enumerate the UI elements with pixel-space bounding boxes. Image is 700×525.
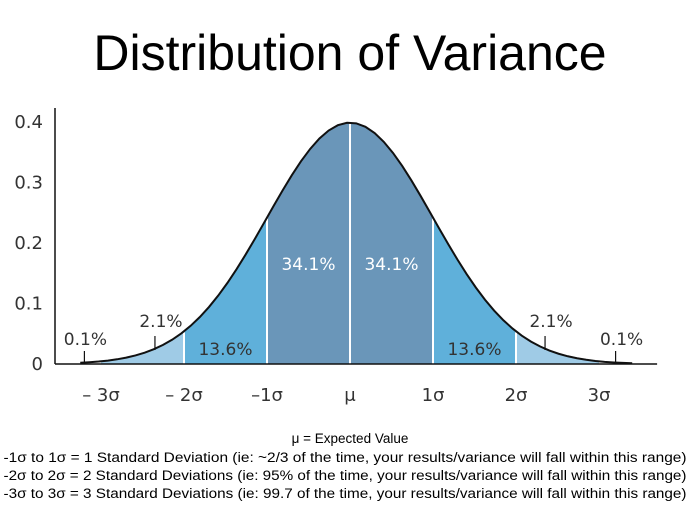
axes-group: 0 0.1 0.2 0.3 0.4 – 3σ – 2σ –1σ μ 1σ 2σ 3σ: [14, 108, 658, 406]
percent-label: 13.6%: [447, 340, 501, 360]
density-curve: [80, 121, 633, 365]
region-4: [350, 122, 433, 364]
curve-group: [80, 121, 633, 365]
divider-group: [183, 123, 517, 364]
percent-label: 34.1%: [364, 255, 418, 275]
x-tick-label: 3σ: [588, 385, 611, 406]
percent-label: 34.1%: [281, 255, 335, 275]
label-group: 2.1% 13.6% 34.1% 34.1% 13.6% 2.1% 0.1% 0.1%: [64, 255, 643, 363]
tail-percent-label: 0.1%: [600, 330, 643, 350]
y-tick-label: 0: [32, 354, 43, 375]
x-tick-label: – 3σ: [82, 385, 120, 406]
tail-percent-label: 0.1%: [64, 330, 107, 350]
region-1: [101, 331, 184, 364]
percent-label: 2.1%: [139, 312, 182, 332]
percent-label: 13.6%: [198, 340, 252, 360]
legend-group: μ = Expected Value -1σ to 1σ = 1 Standard…: [4, 431, 687, 501]
x-tick-label: – 2σ: [165, 385, 203, 406]
percent-label: 2.1%: [529, 312, 572, 332]
legend-sd-line: -3σ to 3σ = 3 Standard Deviations (ie: 9…: [4, 486, 687, 501]
region-3: [267, 122, 350, 364]
legend-sd-line: -1σ to 1σ = 1 Standard Deviation (ie: ~2…: [4, 450, 687, 465]
y-tick-label: 0.3: [14, 173, 43, 194]
x-tick-label: 1σ: [422, 385, 445, 406]
x-tick-label: 2σ: [505, 385, 528, 406]
y-tick-label: 0.2: [14, 233, 43, 254]
y-tick-label: 0.1: [14, 294, 43, 315]
legend-mu-definition: μ = Expected Value: [292, 431, 409, 446]
chart-title: Distribution of Variance: [93, 25, 606, 81]
region-6: [516, 331, 599, 364]
x-tick-label: μ: [344, 385, 356, 406]
x-tick-label: –1σ: [251, 385, 283, 406]
y-tick-label: 0.4: [14, 112, 43, 133]
legend-sd-line: -2σ to 2σ = 2 Standard Deviations (ie: 9…: [4, 468, 687, 483]
